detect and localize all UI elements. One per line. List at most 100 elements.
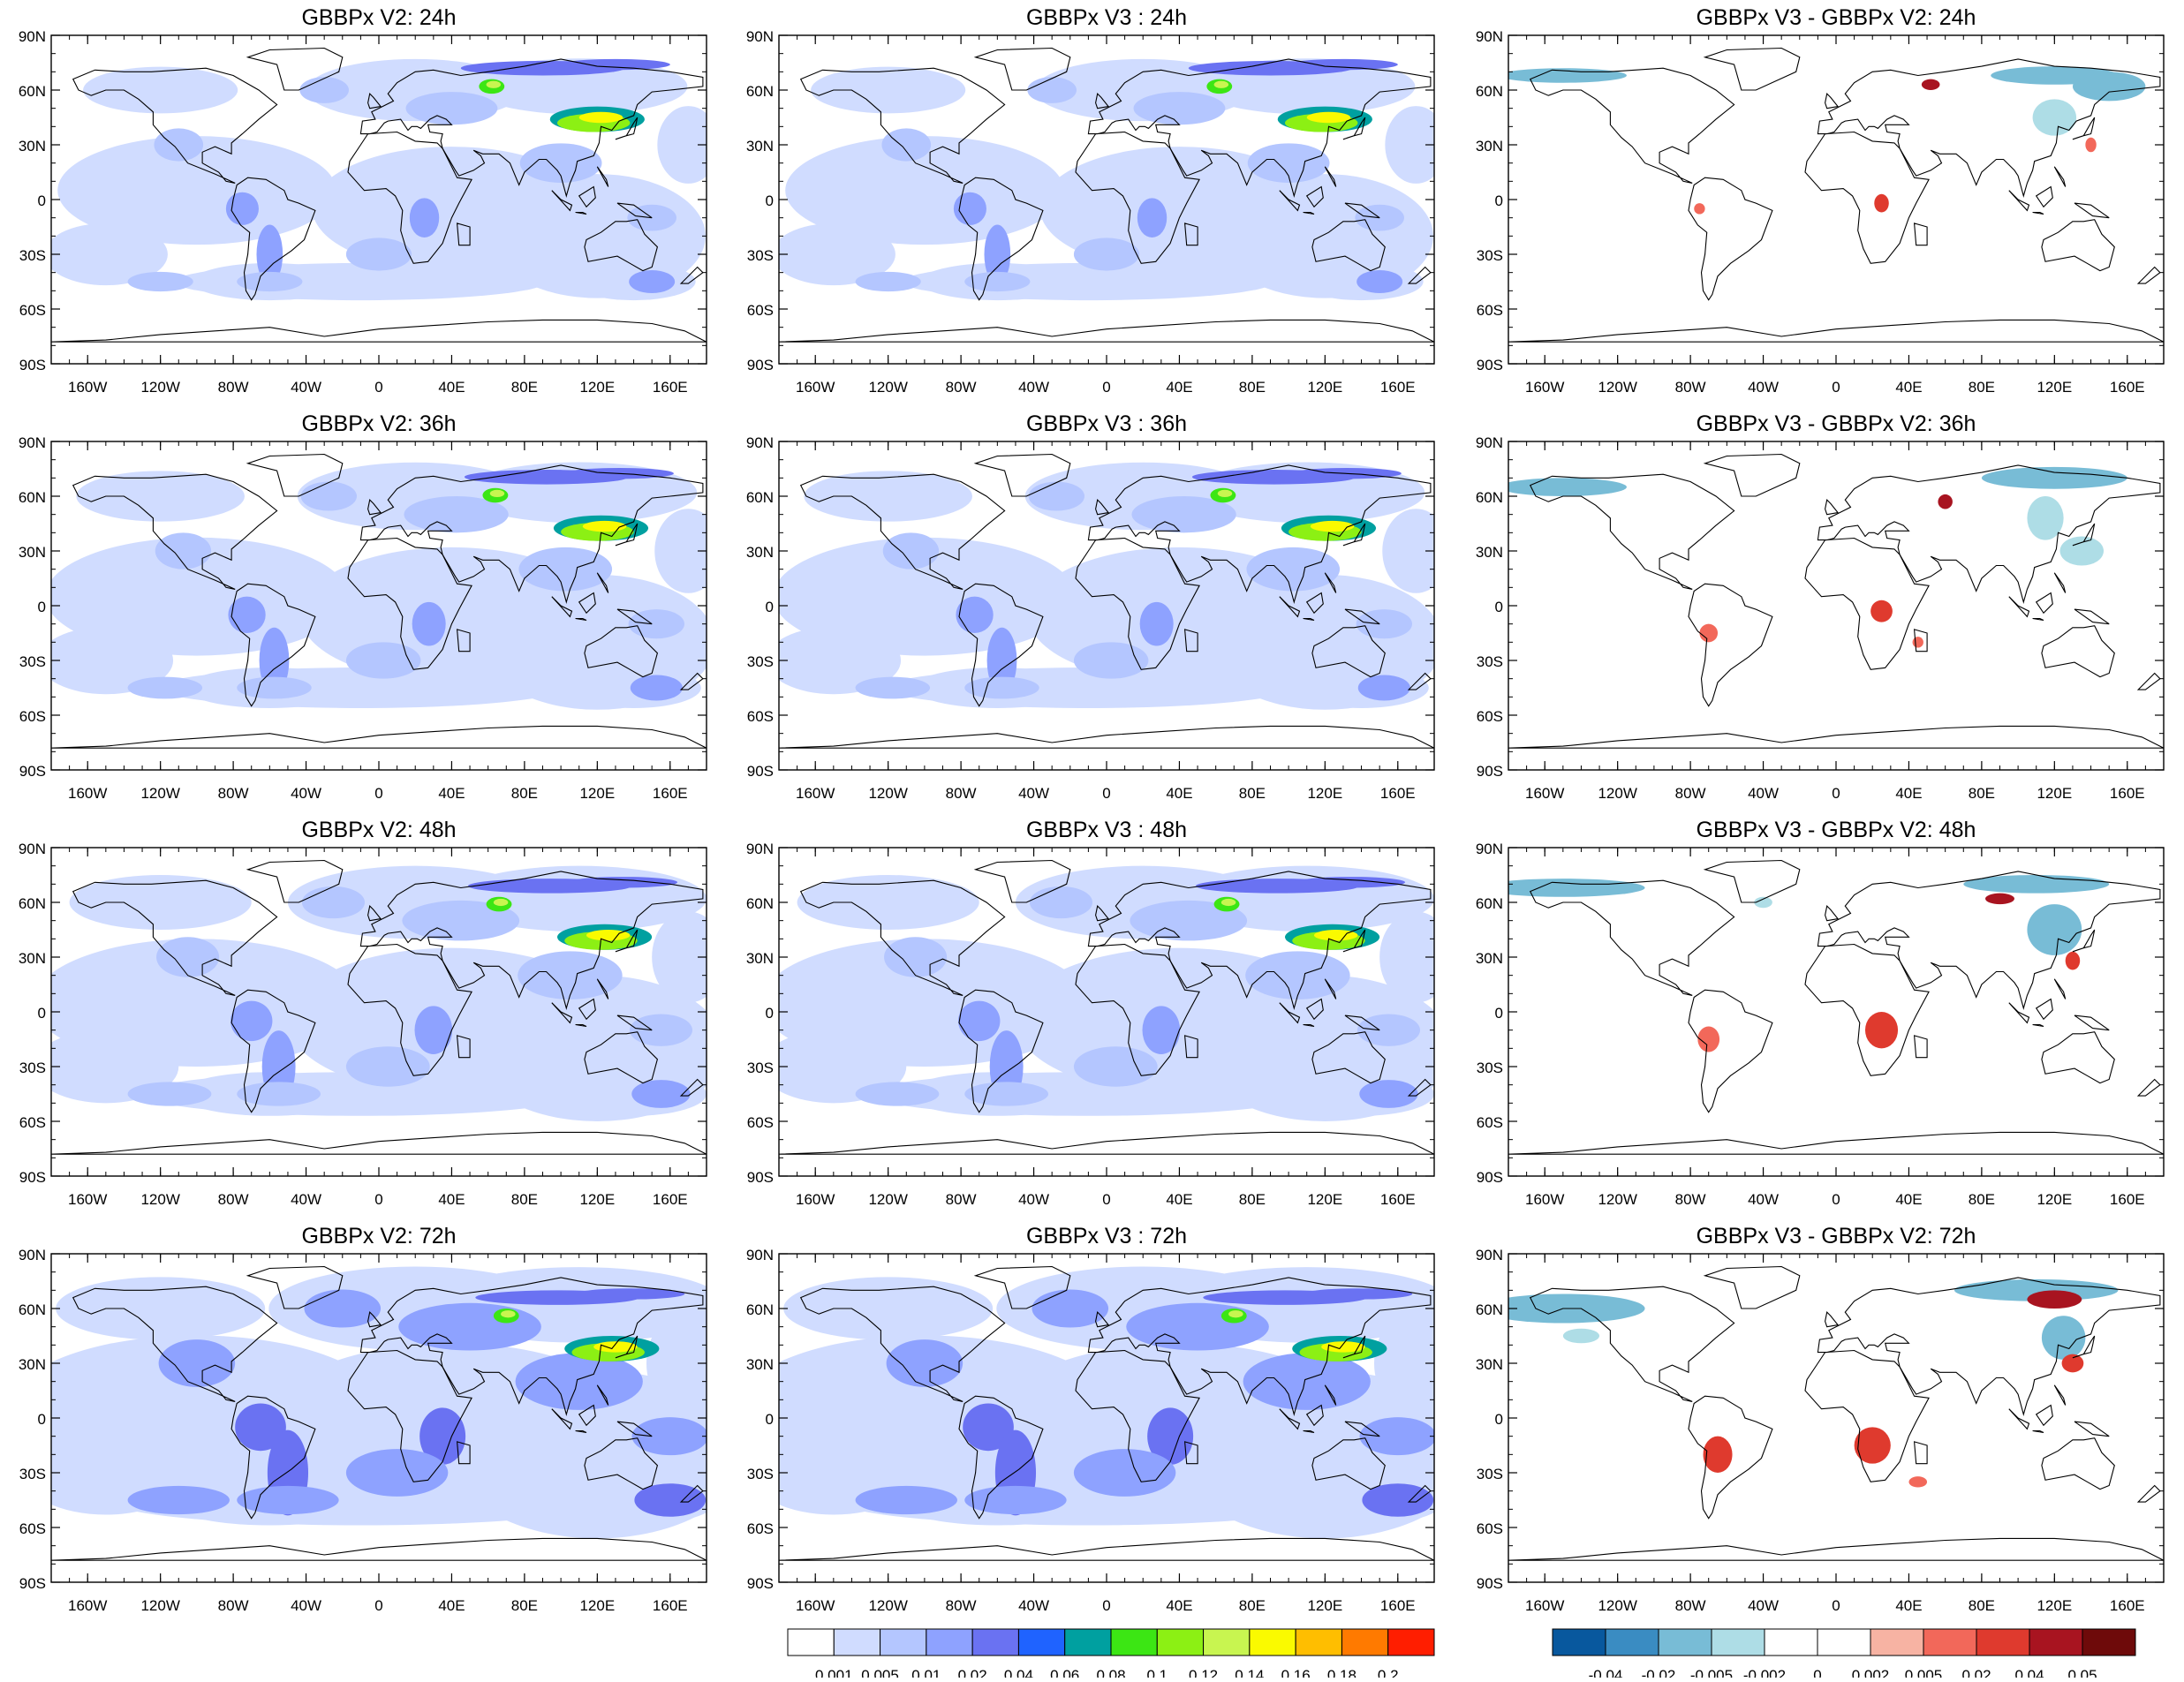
lat-label: 90S [747, 763, 774, 780]
coastline [1817, 58, 2161, 198]
lat-label: 60N [746, 83, 774, 100]
plume-region [958, 1000, 1001, 1042]
coastline [1279, 190, 1301, 212]
coastline [1095, 904, 1110, 922]
coastline [2035, 592, 2053, 615]
coastline [2136, 672, 2161, 690]
lat-label: 0 [1495, 192, 1503, 209]
lon-label: 0 [1102, 1191, 1110, 1208]
plume-region [855, 1485, 957, 1515]
coastline [359, 464, 704, 604]
lon-label: 40E [1166, 1597, 1192, 1614]
colorbar-swatch [1870, 1628, 1924, 1656]
coastline [799, 473, 1006, 590]
lon-label: 160E [1380, 1191, 1416, 1208]
coastline [359, 58, 704, 198]
coastline [1825, 92, 1840, 109]
coastline [1804, 131, 1930, 264]
lon-label: 40E [1166, 379, 1192, 396]
coastline [578, 185, 596, 208]
lon-label: 120E [2037, 379, 2072, 396]
lon-label: 120W [140, 1191, 179, 1208]
coastline [958, 177, 1044, 301]
coastline [1075, 131, 1200, 264]
plume-region [1373, 1310, 1434, 1416]
coastline [584, 219, 659, 272]
difference-colorbar: -0.04 -0.02 -0.005 -0.002 0 0.002 0.005 0.02 0.0… [1552, 1628, 2136, 1682]
plume-region [300, 481, 358, 511]
plume-region [1027, 77, 1077, 103]
coastline [616, 608, 653, 625]
panel-v2-72h: GBBPx V2: 72h 90N 60N 30N 0 30S 60S 90S 160W 120W… [19, 1224, 707, 1614]
coastline [2072, 523, 2096, 547]
plume-region [1356, 1014, 1421, 1046]
coastline [51, 1537, 707, 1561]
colorbar-swatch [880, 1628, 927, 1656]
lat-label: 90S [19, 763, 46, 780]
coastline [1311, 219, 1386, 272]
lon-label: 120E [1307, 1597, 1342, 1614]
hotspot [1220, 898, 1236, 907]
coastline [1311, 1437, 1386, 1490]
colorbar-swatch [1764, 1628, 1818, 1656]
panel-frame [1508, 34, 2165, 365]
colorbar-swatch [1341, 1628, 1389, 1656]
coastline [230, 1395, 316, 1520]
plume-region [1382, 509, 1434, 593]
plume-region [881, 128, 932, 162]
plume-region [964, 271, 1031, 292]
coastline [1075, 1349, 1200, 1482]
lon-label: 80E [1969, 1597, 1995, 1614]
lon-label: 40E [1895, 379, 1922, 396]
lon-label: 40E [1166, 785, 1192, 802]
coastline [230, 583, 316, 707]
colorbar-swatch [1017, 1628, 1066, 1656]
lon-label: 80W [218, 785, 249, 802]
coastline [72, 67, 278, 184]
plume-region [462, 235, 586, 274]
colorbar-swatch [926, 1628, 973, 1656]
lon-label: 80W [946, 1191, 977, 1208]
coastline [1817, 464, 2161, 604]
coastline [1703, 859, 1801, 903]
plume-region [69, 875, 252, 930]
coastline [1303, 211, 1315, 215]
coastlines [779, 453, 1434, 749]
plume-region [783, 1277, 994, 1340]
lat-label: 30S [1477, 1060, 1503, 1076]
lat-label: 30N [1476, 1356, 1503, 1373]
colorbar-swatch [787, 1628, 835, 1656]
plume-region [956, 596, 994, 633]
lon-label: 160E [653, 1191, 688, 1208]
coastline [1344, 1014, 1380, 1031]
difference-region [1864, 1012, 1899, 1049]
lat-label: 90N [19, 1247, 46, 1263]
coastline [456, 1035, 471, 1059]
lat-label: 30S [19, 1466, 46, 1482]
coastline [230, 989, 316, 1113]
lon-label: 0 [1832, 379, 1840, 396]
plume-region [1385, 106, 1434, 184]
lon-label: 120E [2037, 785, 2072, 802]
coastline [1095, 498, 1110, 516]
plume-region [652, 911, 707, 1003]
lat-label: 30S [19, 653, 46, 670]
coastline [1311, 625, 1386, 678]
plume-region [158, 1339, 236, 1387]
coastline [2072, 929, 2096, 953]
coastline [1825, 1310, 1840, 1328]
plume-region [51, 223, 168, 286]
lat-label: 30S [1477, 653, 1503, 670]
hotspot [1321, 1341, 1365, 1353]
panel-v2-48h: GBBPx V2: 48h 90N 60N 30N 0 30S 60S 90S 160W 120W… [19, 818, 707, 1208]
plume-region [964, 1485, 1067, 1515]
plume-region [1133, 92, 1226, 125]
lon-label: 40W [291, 1191, 321, 1208]
plume-region [457, 640, 593, 681]
plume-region [1131, 496, 1236, 533]
coastline [551, 1002, 573, 1024]
coastline [1529, 67, 1735, 184]
coastline [1913, 1035, 1928, 1059]
colorbar-label: 0.04 [2014, 1667, 2044, 1678]
lon-label: 160W [68, 1191, 107, 1208]
